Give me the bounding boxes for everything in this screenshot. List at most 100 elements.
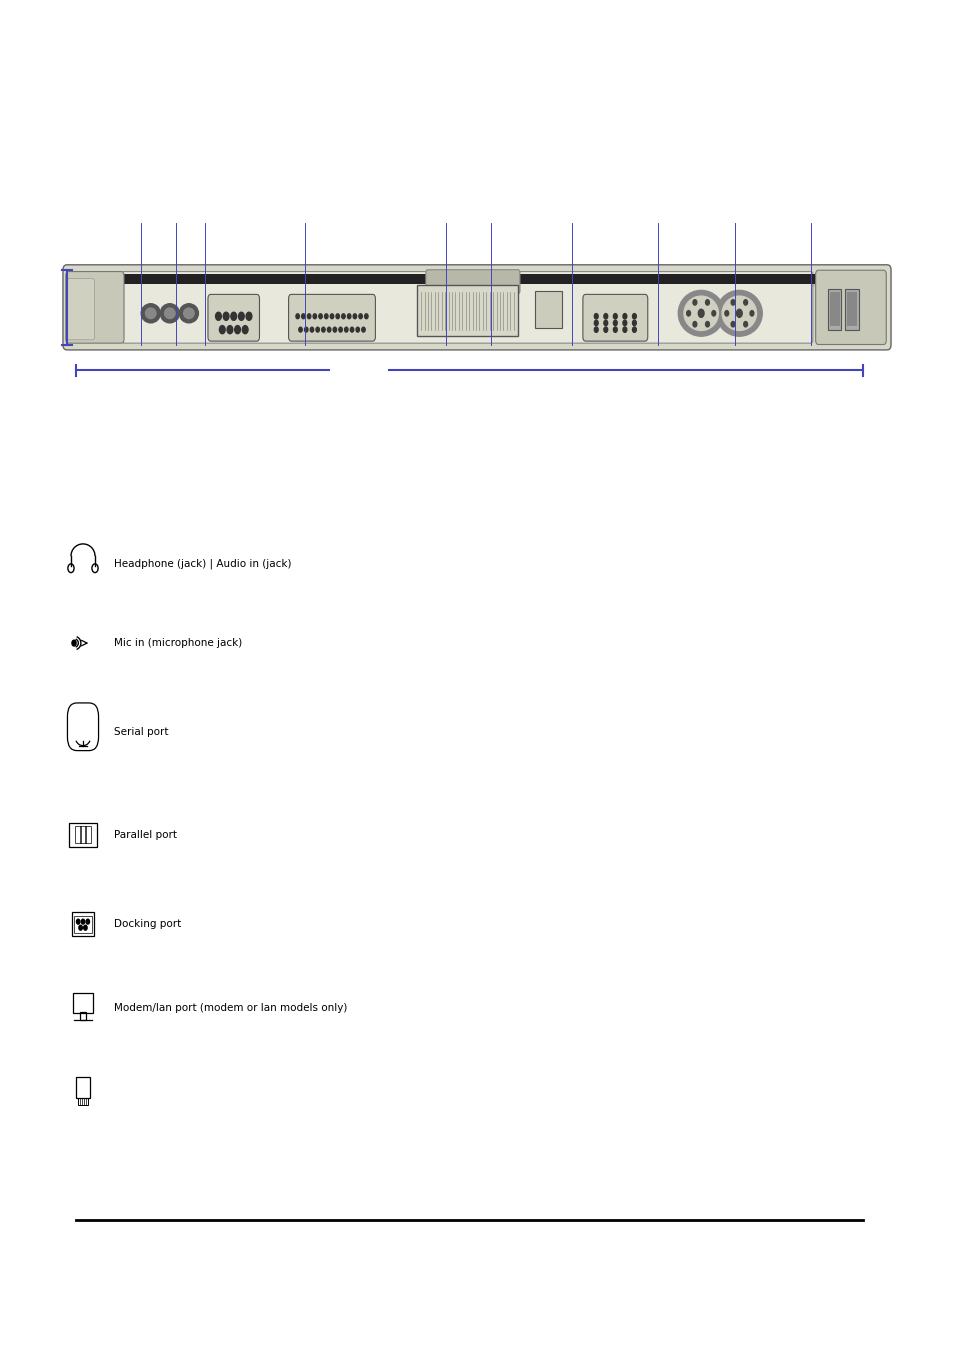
Bar — [846, 292, 856, 326]
Circle shape — [304, 327, 308, 332]
Bar — [78, 1097, 88, 1105]
Circle shape — [71, 640, 76, 646]
Circle shape — [353, 313, 356, 319]
Circle shape — [632, 327, 636, 332]
Circle shape — [698, 309, 703, 317]
Circle shape — [603, 327, 607, 332]
Circle shape — [743, 322, 747, 327]
Circle shape — [594, 320, 598, 326]
Circle shape — [242, 326, 248, 334]
Bar — [829, 292, 839, 326]
Circle shape — [84, 925, 87, 929]
Circle shape — [223, 312, 229, 320]
Text: Docking port: Docking port — [114, 919, 181, 929]
Circle shape — [333, 327, 336, 332]
Circle shape — [307, 313, 311, 319]
Ellipse shape — [183, 308, 194, 319]
Bar — [416, 285, 517, 335]
Text: Parallel port: Parallel port — [114, 830, 177, 840]
Circle shape — [364, 313, 368, 319]
Circle shape — [76, 919, 80, 924]
Circle shape — [344, 327, 348, 332]
Circle shape — [692, 322, 696, 327]
Circle shape — [335, 313, 339, 319]
Circle shape — [613, 313, 617, 319]
Circle shape — [219, 326, 225, 334]
Ellipse shape — [716, 290, 761, 336]
Ellipse shape — [683, 296, 718, 331]
Circle shape — [711, 311, 715, 316]
Circle shape — [692, 300, 696, 305]
Circle shape — [81, 919, 85, 924]
FancyBboxPatch shape — [425, 270, 519, 293]
Circle shape — [310, 327, 314, 332]
Circle shape — [350, 327, 354, 332]
FancyBboxPatch shape — [63, 265, 890, 350]
Circle shape — [632, 320, 636, 326]
Circle shape — [330, 313, 334, 319]
Circle shape — [622, 320, 626, 326]
Circle shape — [315, 327, 319, 332]
Circle shape — [730, 300, 734, 305]
Circle shape — [341, 313, 345, 319]
Circle shape — [632, 313, 636, 319]
Circle shape — [355, 327, 359, 332]
Bar — [85, 827, 91, 843]
Bar — [75, 827, 81, 843]
Circle shape — [603, 313, 607, 319]
Circle shape — [238, 312, 244, 320]
FancyBboxPatch shape — [66, 272, 124, 343]
FancyBboxPatch shape — [289, 295, 375, 340]
Bar — [76, 1078, 90, 1098]
Circle shape — [295, 313, 299, 319]
Circle shape — [79, 925, 82, 929]
Circle shape — [318, 313, 322, 319]
Text: Mic in (microphone jack): Mic in (microphone jack) — [114, 638, 242, 648]
Circle shape — [298, 327, 302, 332]
Ellipse shape — [141, 304, 160, 323]
Bar — [76, 276, 877, 286]
Bar — [71, 274, 882, 284]
Circle shape — [327, 327, 331, 332]
Circle shape — [86, 919, 90, 924]
Circle shape — [736, 309, 741, 317]
Circle shape — [724, 311, 728, 316]
Ellipse shape — [165, 308, 174, 319]
Ellipse shape — [179, 304, 198, 323]
Bar — [80, 827, 86, 843]
Bar — [844, 289, 858, 330]
Ellipse shape — [145, 308, 156, 319]
Bar — [72, 993, 93, 1013]
Circle shape — [338, 327, 342, 332]
Circle shape — [613, 327, 617, 332]
Circle shape — [231, 312, 236, 320]
Circle shape — [705, 300, 709, 305]
Circle shape — [347, 313, 351, 319]
Bar — [71, 912, 94, 936]
Bar — [70, 823, 96, 847]
Circle shape — [743, 300, 747, 305]
FancyBboxPatch shape — [67, 278, 94, 340]
Bar — [535, 290, 561, 328]
Circle shape — [361, 327, 365, 332]
Circle shape — [321, 327, 325, 332]
Circle shape — [686, 311, 690, 316]
Ellipse shape — [721, 296, 756, 331]
FancyBboxPatch shape — [122, 272, 812, 343]
FancyBboxPatch shape — [582, 295, 647, 340]
Bar — [74, 916, 91, 932]
Circle shape — [234, 326, 240, 334]
FancyBboxPatch shape — [208, 295, 259, 340]
Circle shape — [301, 313, 305, 319]
Text: Modem/lan port (modem or lan models only): Modem/lan port (modem or lan models only… — [114, 1002, 348, 1013]
FancyBboxPatch shape — [815, 270, 885, 345]
Bar — [79, 1012, 87, 1020]
Circle shape — [603, 320, 607, 326]
Circle shape — [215, 312, 221, 320]
Ellipse shape — [678, 290, 723, 336]
Ellipse shape — [160, 304, 179, 323]
Circle shape — [594, 313, 598, 319]
Bar — [827, 289, 841, 330]
Circle shape — [622, 313, 626, 319]
Circle shape — [613, 320, 617, 326]
